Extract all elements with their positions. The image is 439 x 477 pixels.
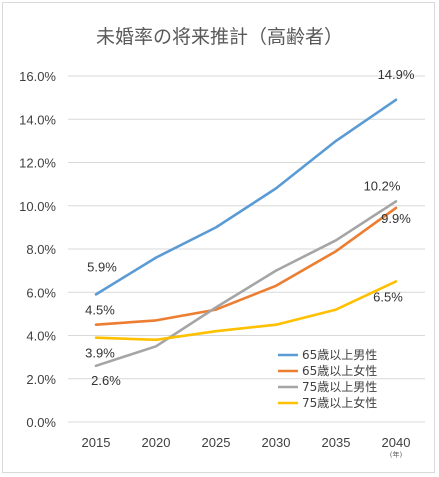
series-line-3 bbox=[94, 200, 398, 368]
series-line-1 bbox=[94, 98, 398, 296]
x-tick-label: 2020 bbox=[142, 435, 171, 450]
x-tick-label: 2030 bbox=[262, 435, 291, 450]
legend-label: 65歳以上女性 bbox=[302, 363, 377, 378]
data-label: 6.5% bbox=[373, 289, 403, 304]
data-label: 4.5% bbox=[85, 303, 115, 318]
data-label: 2.6% bbox=[91, 373, 121, 388]
data-label: 10.2% bbox=[364, 178, 401, 193]
x-axis-ticks: 2015 2020 2025 2030 2035 2040(年) bbox=[82, 435, 411, 459]
legend-label: 65歳以上男性 bbox=[302, 348, 377, 362]
y-tick-label: 0.0% bbox=[26, 415, 56, 430]
y-tick-label: 16.0% bbox=[19, 69, 56, 84]
y-tick-label: 4.0% bbox=[26, 329, 56, 344]
y-axis-ticks: 0.0% 2.0% 4.0% 6.0% 8.0% 10.0% 12.0% 14.0% 16.0% bbox=[19, 69, 56, 430]
y-tick-label: 8.0% bbox=[26, 242, 56, 257]
data-labels: 5.9% 14.9% 4.5% 9.9% 2.6% 10.2% 3.9% 6.5% bbox=[85, 67, 415, 388]
y-tick-label: 10.0% bbox=[19, 199, 56, 214]
chart-title: 未婚率の将来推計（高齢者） bbox=[95, 26, 343, 48]
data-label: 9.9% bbox=[381, 211, 411, 226]
y-tick-label: 14.0% bbox=[19, 112, 56, 127]
legend-label: 75歳以上男性 bbox=[302, 380, 377, 394]
legend-label: 75歳以上女性 bbox=[302, 395, 377, 410]
y-tick-label: 6.0% bbox=[26, 285, 56, 300]
data-label: 5.9% bbox=[87, 259, 117, 274]
x-tick-label: 2015 bbox=[82, 435, 111, 450]
x-tick-label: 2035 bbox=[322, 435, 351, 450]
y-tick-label: 2.0% bbox=[26, 372, 56, 387]
series-line-2 bbox=[94, 206, 398, 327]
data-label: 3.9% bbox=[85, 346, 115, 361]
x-tick-label: 2025 bbox=[202, 435, 231, 450]
series-lines bbox=[94, 98, 398, 368]
x-tick-label: 2040 bbox=[382, 435, 411, 450]
y-tick-label: 12.0% bbox=[19, 156, 56, 171]
x-axis-unit: (年) bbox=[390, 450, 403, 459]
data-label: 14.9% bbox=[378, 67, 415, 82]
series-line-4 bbox=[94, 280, 398, 342]
chart-frame bbox=[2, 2, 435, 473]
